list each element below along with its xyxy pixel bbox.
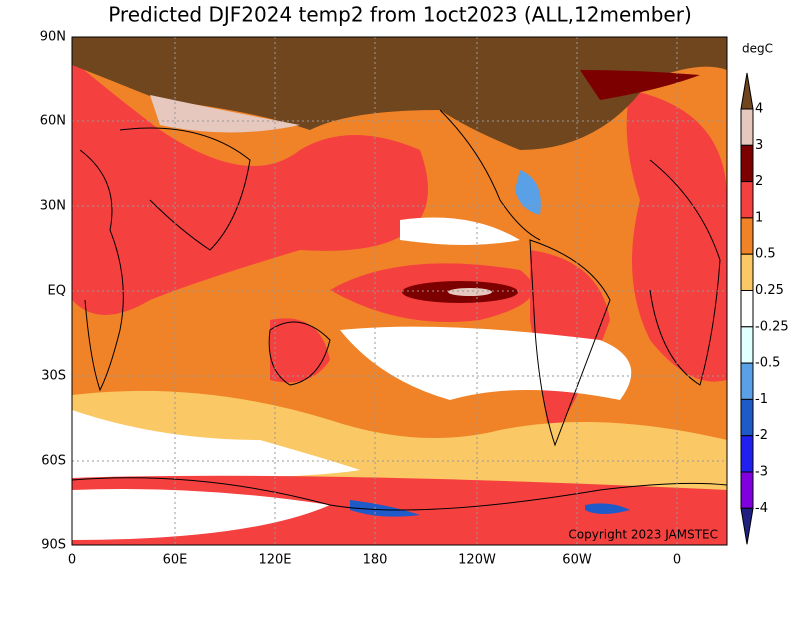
field bbox=[626, 90, 727, 382]
lat-label: 60N bbox=[40, 114, 66, 129]
colorbar-label: -1 bbox=[755, 392, 768, 407]
colorbar-segment bbox=[740, 398, 754, 437]
colorbar-label: 4 bbox=[755, 102, 763, 117]
colorbar-segment bbox=[740, 144, 754, 183]
lat-label: 60S bbox=[41, 454, 66, 469]
field bbox=[580, 70, 700, 100]
lat-label: 90S bbox=[41, 538, 66, 553]
map-frame bbox=[71, 36, 728, 546]
field bbox=[72, 37, 727, 150]
grid bbox=[72, 37, 727, 545]
colorbar-label: -3 bbox=[755, 465, 768, 480]
lat-label: EQ bbox=[48, 284, 66, 299]
coastlines bbox=[71, 109, 728, 511]
colorbar-segment bbox=[740, 253, 754, 291]
lon-label: 180 bbox=[363, 553, 388, 568]
colorbar-label: 0.5 bbox=[755, 247, 776, 262]
colorbar-label: -2 bbox=[755, 428, 768, 443]
colorbar-segment bbox=[740, 72, 754, 110]
colorbar-segment bbox=[740, 362, 754, 400]
lon-label: 60E bbox=[163, 553, 188, 568]
colorbar-label: 0.25 bbox=[755, 283, 784, 298]
lat-label: 90N bbox=[40, 30, 66, 45]
colorbar-segment bbox=[740, 108, 754, 146]
colorbar-segment bbox=[740, 471, 754, 509]
copyright: Copyright 2023 JAMSTEC bbox=[568, 528, 718, 542]
lon-label: 120W bbox=[458, 553, 496, 568]
lat-label: 30S bbox=[41, 369, 66, 384]
colorbar-label: -0.5 bbox=[755, 356, 780, 371]
lat-label: 30N bbox=[40, 199, 66, 214]
field bbox=[515, 170, 541, 215]
colorbar-segment bbox=[740, 217, 754, 255]
lon-label: 0 bbox=[673, 553, 681, 568]
colorbar-label: 2 bbox=[755, 174, 763, 189]
colorbar-segment bbox=[740, 181, 754, 219]
field bbox=[400, 217, 520, 245]
field bbox=[340, 326, 632, 400]
lon-label: 60W bbox=[562, 553, 592, 568]
field bbox=[72, 489, 330, 540]
colorbar-unit: degC bbox=[742, 42, 773, 56]
field bbox=[350, 500, 420, 517]
colorbar-segment bbox=[740, 290, 754, 328]
field bbox=[72, 410, 360, 480]
map: Copyright 2023 JAMSTEC bbox=[71, 36, 728, 546]
colorbar-segment bbox=[740, 507, 754, 545]
colorbar-segment bbox=[740, 435, 754, 473]
colorbar-label: -4 bbox=[755, 501, 768, 516]
field bbox=[72, 60, 428, 315]
field bbox=[150, 95, 300, 133]
colorbar-label: 3 bbox=[755, 138, 763, 153]
lon-label: 0 bbox=[68, 553, 76, 568]
title: Predicted DJF2024 temp2 from 1oct2023 (A… bbox=[108, 3, 692, 27]
lon-label: 120E bbox=[258, 553, 291, 568]
colorbar-segment bbox=[740, 326, 754, 364]
colorbar-label: 1 bbox=[755, 210, 763, 225]
colorbar-label: -0.25 bbox=[755, 319, 789, 334]
field bbox=[585, 503, 630, 514]
field bbox=[270, 318, 330, 383]
field bbox=[448, 288, 492, 296]
